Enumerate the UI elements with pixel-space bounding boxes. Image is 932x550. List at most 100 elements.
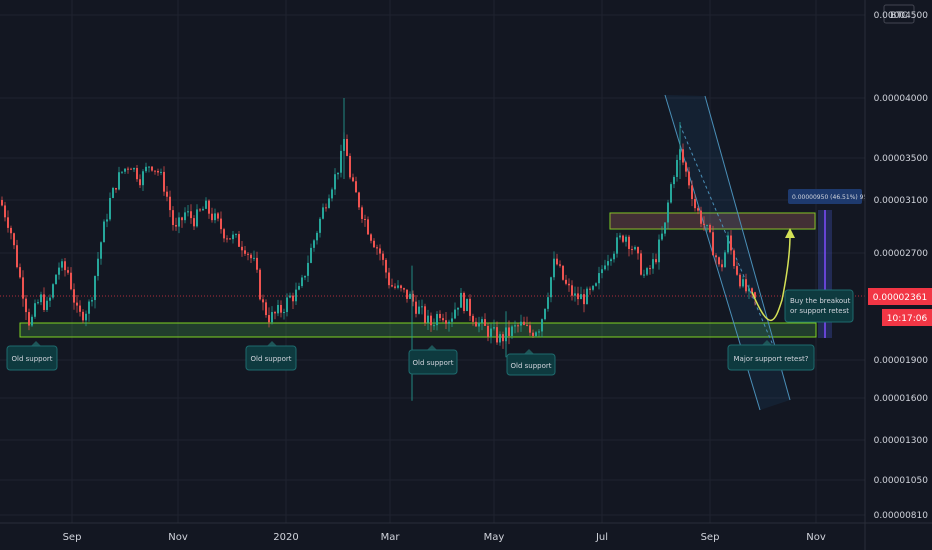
candle-body: [22, 277, 24, 299]
candle-body: [259, 269, 261, 300]
candle-body: [298, 286, 300, 290]
candle-body: [664, 222, 666, 234]
candle-body: [616, 237, 618, 254]
candle-body: [130, 168, 132, 170]
candle-body: [373, 240, 375, 248]
measure-label: 0.00000950 (46.51%) 950: [792, 194, 871, 201]
candle-body: [520, 321, 522, 326]
currency-badge[interactable]: [883, 4, 915, 24]
candle-body: [262, 299, 264, 303]
candle-body: [364, 218, 366, 220]
candle-body: [169, 196, 171, 211]
descending-channel[interactable]: [665, 95, 790, 410]
y-tick-label: 0.00001900: [874, 356, 929, 366]
candle-body: [628, 236, 630, 249]
old-support-callout-4[interactable]: Old support: [506, 349, 556, 376]
candle-body: [508, 327, 510, 336]
candle-body: [34, 303, 36, 317]
resistance-zone[interactable]: [609, 212, 816, 230]
candles: [1, 98, 756, 401]
candle-body: [574, 293, 576, 296]
candle-body: [10, 227, 12, 234]
candle-body: [379, 248, 381, 254]
y-tick-label: 0.00001600: [874, 394, 929, 404]
support-zone[interactable]: [19, 322, 817, 338]
candle-body: [280, 304, 282, 313]
candle-body: [745, 279, 747, 292]
candle-body: [496, 327, 498, 343]
candle-body: [382, 253, 384, 260]
old-support-callout-2[interactable]: Old support: [245, 341, 297, 371]
candle-body: [295, 289, 297, 302]
candle-body: [403, 288, 405, 290]
candle-body: [727, 235, 729, 253]
candle-body: [484, 319, 486, 326]
old-support-label-4: Old support: [511, 362, 552, 370]
candle-body: [49, 297, 51, 301]
candle-body: [475, 321, 477, 327]
candle-body: [301, 277, 303, 287]
price-axis[interactable]: [865, 0, 932, 550]
candle-body: [37, 302, 39, 304]
candle-body: [517, 325, 519, 327]
candle-body: [250, 254, 252, 259]
candle-body: [178, 217, 180, 227]
candle-body: [112, 187, 114, 198]
candle-body: [424, 306, 426, 323]
candle-body: [208, 200, 210, 214]
candle-body: [334, 174, 336, 190]
candle-body: [166, 191, 168, 197]
candle-body: [139, 179, 141, 186]
old-support-callout-1[interactable]: Old support: [6, 341, 58, 371]
candle-body: [550, 277, 552, 298]
candle-body: [721, 264, 723, 268]
countdown-badge: [882, 309, 932, 326]
candle-body: [268, 315, 270, 323]
old-support-label-1: Old support: [12, 355, 53, 363]
candle-body: [307, 262, 309, 276]
old-support-callout-3[interactable]: Old support: [408, 345, 458, 375]
candle-body: [607, 261, 609, 266]
projection-path[interactable]: [751, 234, 791, 322]
candle-body: [718, 257, 720, 265]
candle-body: [292, 295, 294, 302]
candle-body: [319, 218, 321, 233]
currency-label: BTC: [890, 11, 907, 21]
candle-body: [247, 253, 249, 255]
candle-body: [553, 258, 555, 278]
candle-body: [28, 312, 30, 326]
candle-body: [577, 293, 579, 300]
candle-body: [619, 235, 621, 238]
candle-body: [88, 301, 90, 314]
candle-body: [316, 232, 318, 241]
current-price-badge: [868, 288, 932, 305]
y-ticks: 0.00004500 0.00004000 0.00003500 0.00003100…: [874, 11, 929, 521]
candle-body: [457, 307, 459, 310]
candle-body: [487, 325, 489, 337]
candle-body: [31, 316, 33, 326]
y-tick-label: 0.00004000: [874, 94, 929, 104]
candle-body: [697, 208, 699, 211]
candle-body: [265, 302, 267, 316]
candle-body: [400, 285, 402, 289]
old-support-label-2: Old support: [251, 355, 292, 363]
candle-body: [346, 138, 348, 156]
major-support-label: Major support retest?: [734, 355, 809, 363]
candle-body: [631, 248, 633, 250]
candle-body: [322, 207, 324, 219]
major-support-callout[interactable]: Major support retest?: [727, 340, 815, 371]
candle-body: [100, 242, 102, 259]
candle-body: [277, 304, 279, 314]
candle-body: [151, 166, 153, 171]
candle-body: [535, 332, 537, 336]
candle-body: [430, 315, 432, 326]
candle-body: [61, 261, 63, 268]
candle-body: [91, 300, 93, 302]
candle-body: [238, 234, 240, 247]
candle-body: [64, 261, 66, 271]
candle-body: [634, 247, 636, 250]
buy-note-callout[interactable]: Buy the breakout or support retest: [784, 289, 854, 323]
candle-body: [136, 167, 138, 180]
candle-body: [565, 279, 567, 284]
